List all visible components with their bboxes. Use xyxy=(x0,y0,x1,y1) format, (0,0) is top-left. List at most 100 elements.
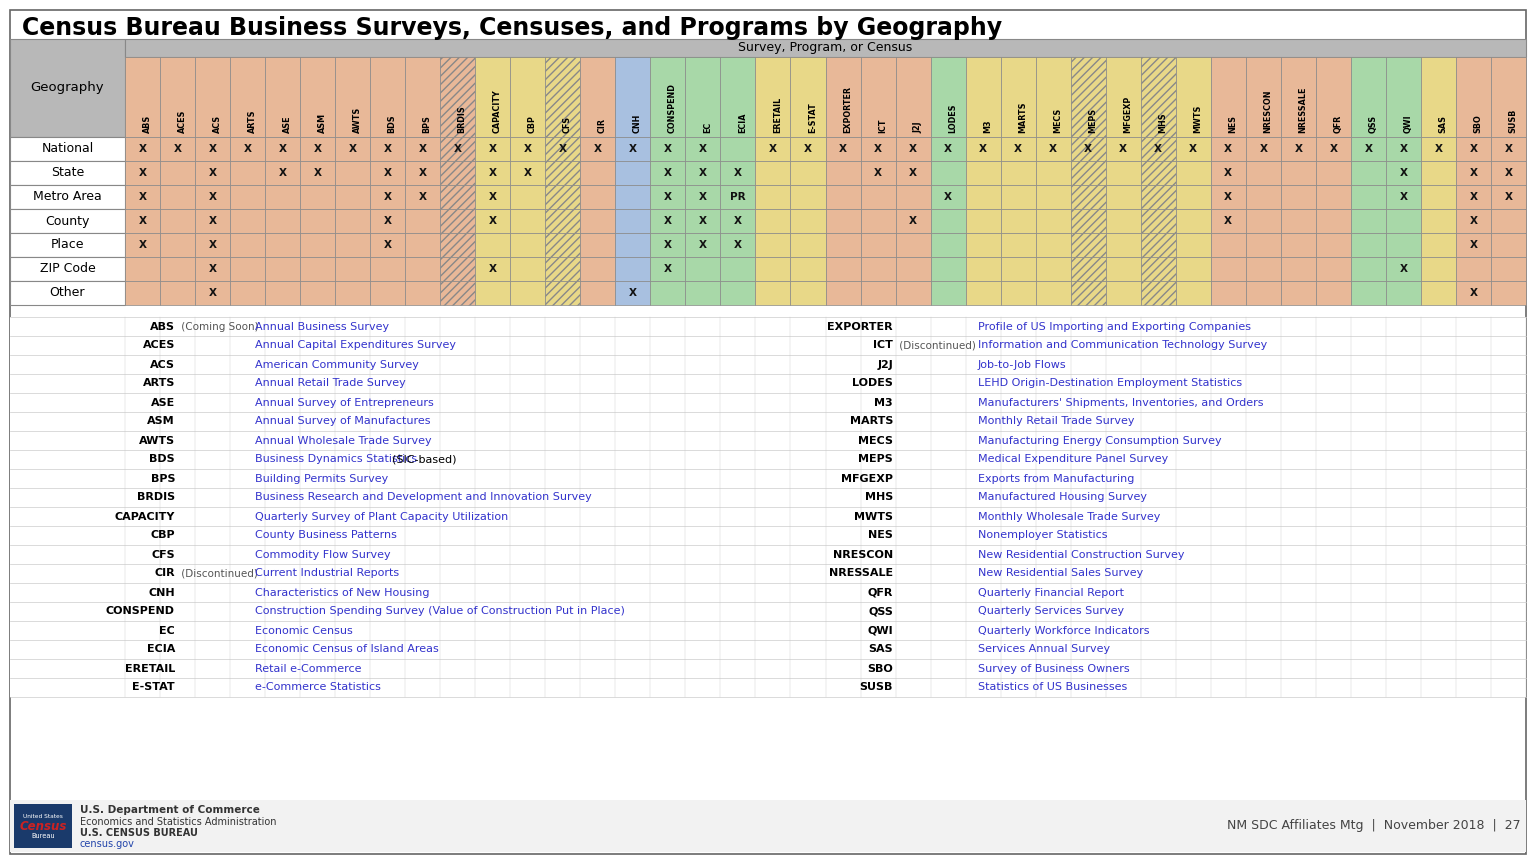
Bar xyxy=(860,137,895,161)
Text: Other: Other xyxy=(49,287,86,300)
Bar xyxy=(160,209,195,233)
Bar xyxy=(825,281,860,305)
Bar xyxy=(1246,185,1281,209)
Bar xyxy=(1071,185,1106,209)
Bar xyxy=(931,185,966,209)
Bar xyxy=(300,257,335,281)
Bar xyxy=(11,800,1525,852)
Text: Quarterly Services Survey: Quarterly Services Survey xyxy=(978,607,1124,617)
Bar xyxy=(1141,209,1175,233)
Bar xyxy=(124,161,160,185)
Text: ECIA: ECIA xyxy=(737,112,746,133)
Bar xyxy=(1491,185,1525,209)
Text: X: X xyxy=(1224,144,1232,154)
Bar xyxy=(1385,57,1421,137)
Text: X: X xyxy=(874,168,882,178)
Bar xyxy=(895,233,931,257)
Text: X: X xyxy=(699,192,707,202)
Bar xyxy=(720,281,756,305)
Bar xyxy=(124,233,160,257)
Bar xyxy=(1281,137,1316,161)
Bar xyxy=(230,185,266,209)
Text: (Discontinued): (Discontinued) xyxy=(178,569,258,579)
Text: Annual Capital Expenditures Survey: Annual Capital Expenditures Survey xyxy=(255,340,456,351)
Text: Annual Retail Trade Survey: Annual Retail Trade Survey xyxy=(255,378,406,389)
Bar xyxy=(545,137,581,161)
Bar xyxy=(1210,185,1246,209)
Bar xyxy=(825,137,860,161)
Bar xyxy=(1491,233,1525,257)
Bar xyxy=(266,161,300,185)
Bar xyxy=(895,209,931,233)
Text: CFS: CFS xyxy=(152,550,175,560)
Bar xyxy=(1246,209,1281,233)
Text: X: X xyxy=(1154,144,1163,154)
Text: X: X xyxy=(734,216,742,226)
Bar xyxy=(510,57,545,137)
Bar xyxy=(685,209,720,233)
Text: X: X xyxy=(803,144,813,154)
Text: CAPACITY: CAPACITY xyxy=(115,511,175,522)
Text: Survey, Program, or Census: Survey, Program, or Census xyxy=(739,41,912,54)
Text: CNH: CNH xyxy=(633,114,642,133)
Bar xyxy=(335,233,370,257)
Text: MHS: MHS xyxy=(865,492,892,503)
Text: QFR: QFR xyxy=(1333,115,1342,133)
Bar xyxy=(370,161,406,185)
Text: BDS: BDS xyxy=(149,454,175,465)
Text: ACS: ACS xyxy=(212,115,221,133)
Bar xyxy=(1106,137,1141,161)
Bar xyxy=(335,209,370,233)
Bar xyxy=(616,233,650,257)
Bar xyxy=(406,209,441,233)
Text: MECS: MECS xyxy=(1054,108,1063,133)
Bar xyxy=(230,161,266,185)
Bar xyxy=(616,161,650,185)
Bar xyxy=(650,281,685,305)
Text: X: X xyxy=(1329,144,1338,154)
Bar xyxy=(124,209,160,233)
Bar xyxy=(1246,57,1281,137)
Bar xyxy=(1491,281,1525,305)
Bar xyxy=(931,281,966,305)
Bar xyxy=(650,209,685,233)
Text: County Business Patterns: County Business Patterns xyxy=(255,530,396,541)
Bar xyxy=(756,233,791,257)
Bar xyxy=(1421,161,1456,185)
Text: Retail e-Commerce: Retail e-Commerce xyxy=(255,664,361,674)
Text: SBO: SBO xyxy=(1473,114,1482,133)
Text: SBO: SBO xyxy=(868,664,892,674)
Text: Quarterly Workforce Indicators: Quarterly Workforce Indicators xyxy=(978,626,1149,636)
Text: X: X xyxy=(1399,168,1407,178)
Bar xyxy=(266,281,300,305)
Text: Bureau: Bureau xyxy=(31,833,55,839)
Text: NES: NES xyxy=(868,530,892,541)
Text: BPS: BPS xyxy=(151,473,175,484)
Text: X: X xyxy=(1295,144,1303,154)
Text: X: X xyxy=(488,192,496,202)
Bar xyxy=(720,161,756,185)
Text: census.gov: census.gov xyxy=(80,839,135,849)
Bar xyxy=(650,185,685,209)
Text: U.S. Department of Commerce: U.S. Department of Commerce xyxy=(80,805,260,815)
Text: Annual Wholesale Trade Survey: Annual Wholesale Trade Survey xyxy=(255,435,432,446)
Bar xyxy=(966,281,1000,305)
Bar xyxy=(406,233,441,257)
Bar xyxy=(791,281,825,305)
Bar xyxy=(1210,209,1246,233)
Text: CONSPEND: CONSPEND xyxy=(106,607,175,617)
Text: X: X xyxy=(664,216,671,226)
Bar xyxy=(860,257,895,281)
Text: X: X xyxy=(349,144,356,154)
Bar xyxy=(510,233,545,257)
Text: X: X xyxy=(384,192,392,202)
Bar xyxy=(616,137,650,161)
Bar xyxy=(124,57,160,137)
Text: ICT: ICT xyxy=(872,340,892,351)
Bar xyxy=(370,257,406,281)
Text: QSS: QSS xyxy=(1369,115,1378,133)
Text: Nonemployer Statistics: Nonemployer Statistics xyxy=(978,530,1107,541)
Bar xyxy=(1035,209,1071,233)
Bar xyxy=(720,233,756,257)
Bar xyxy=(1281,161,1316,185)
